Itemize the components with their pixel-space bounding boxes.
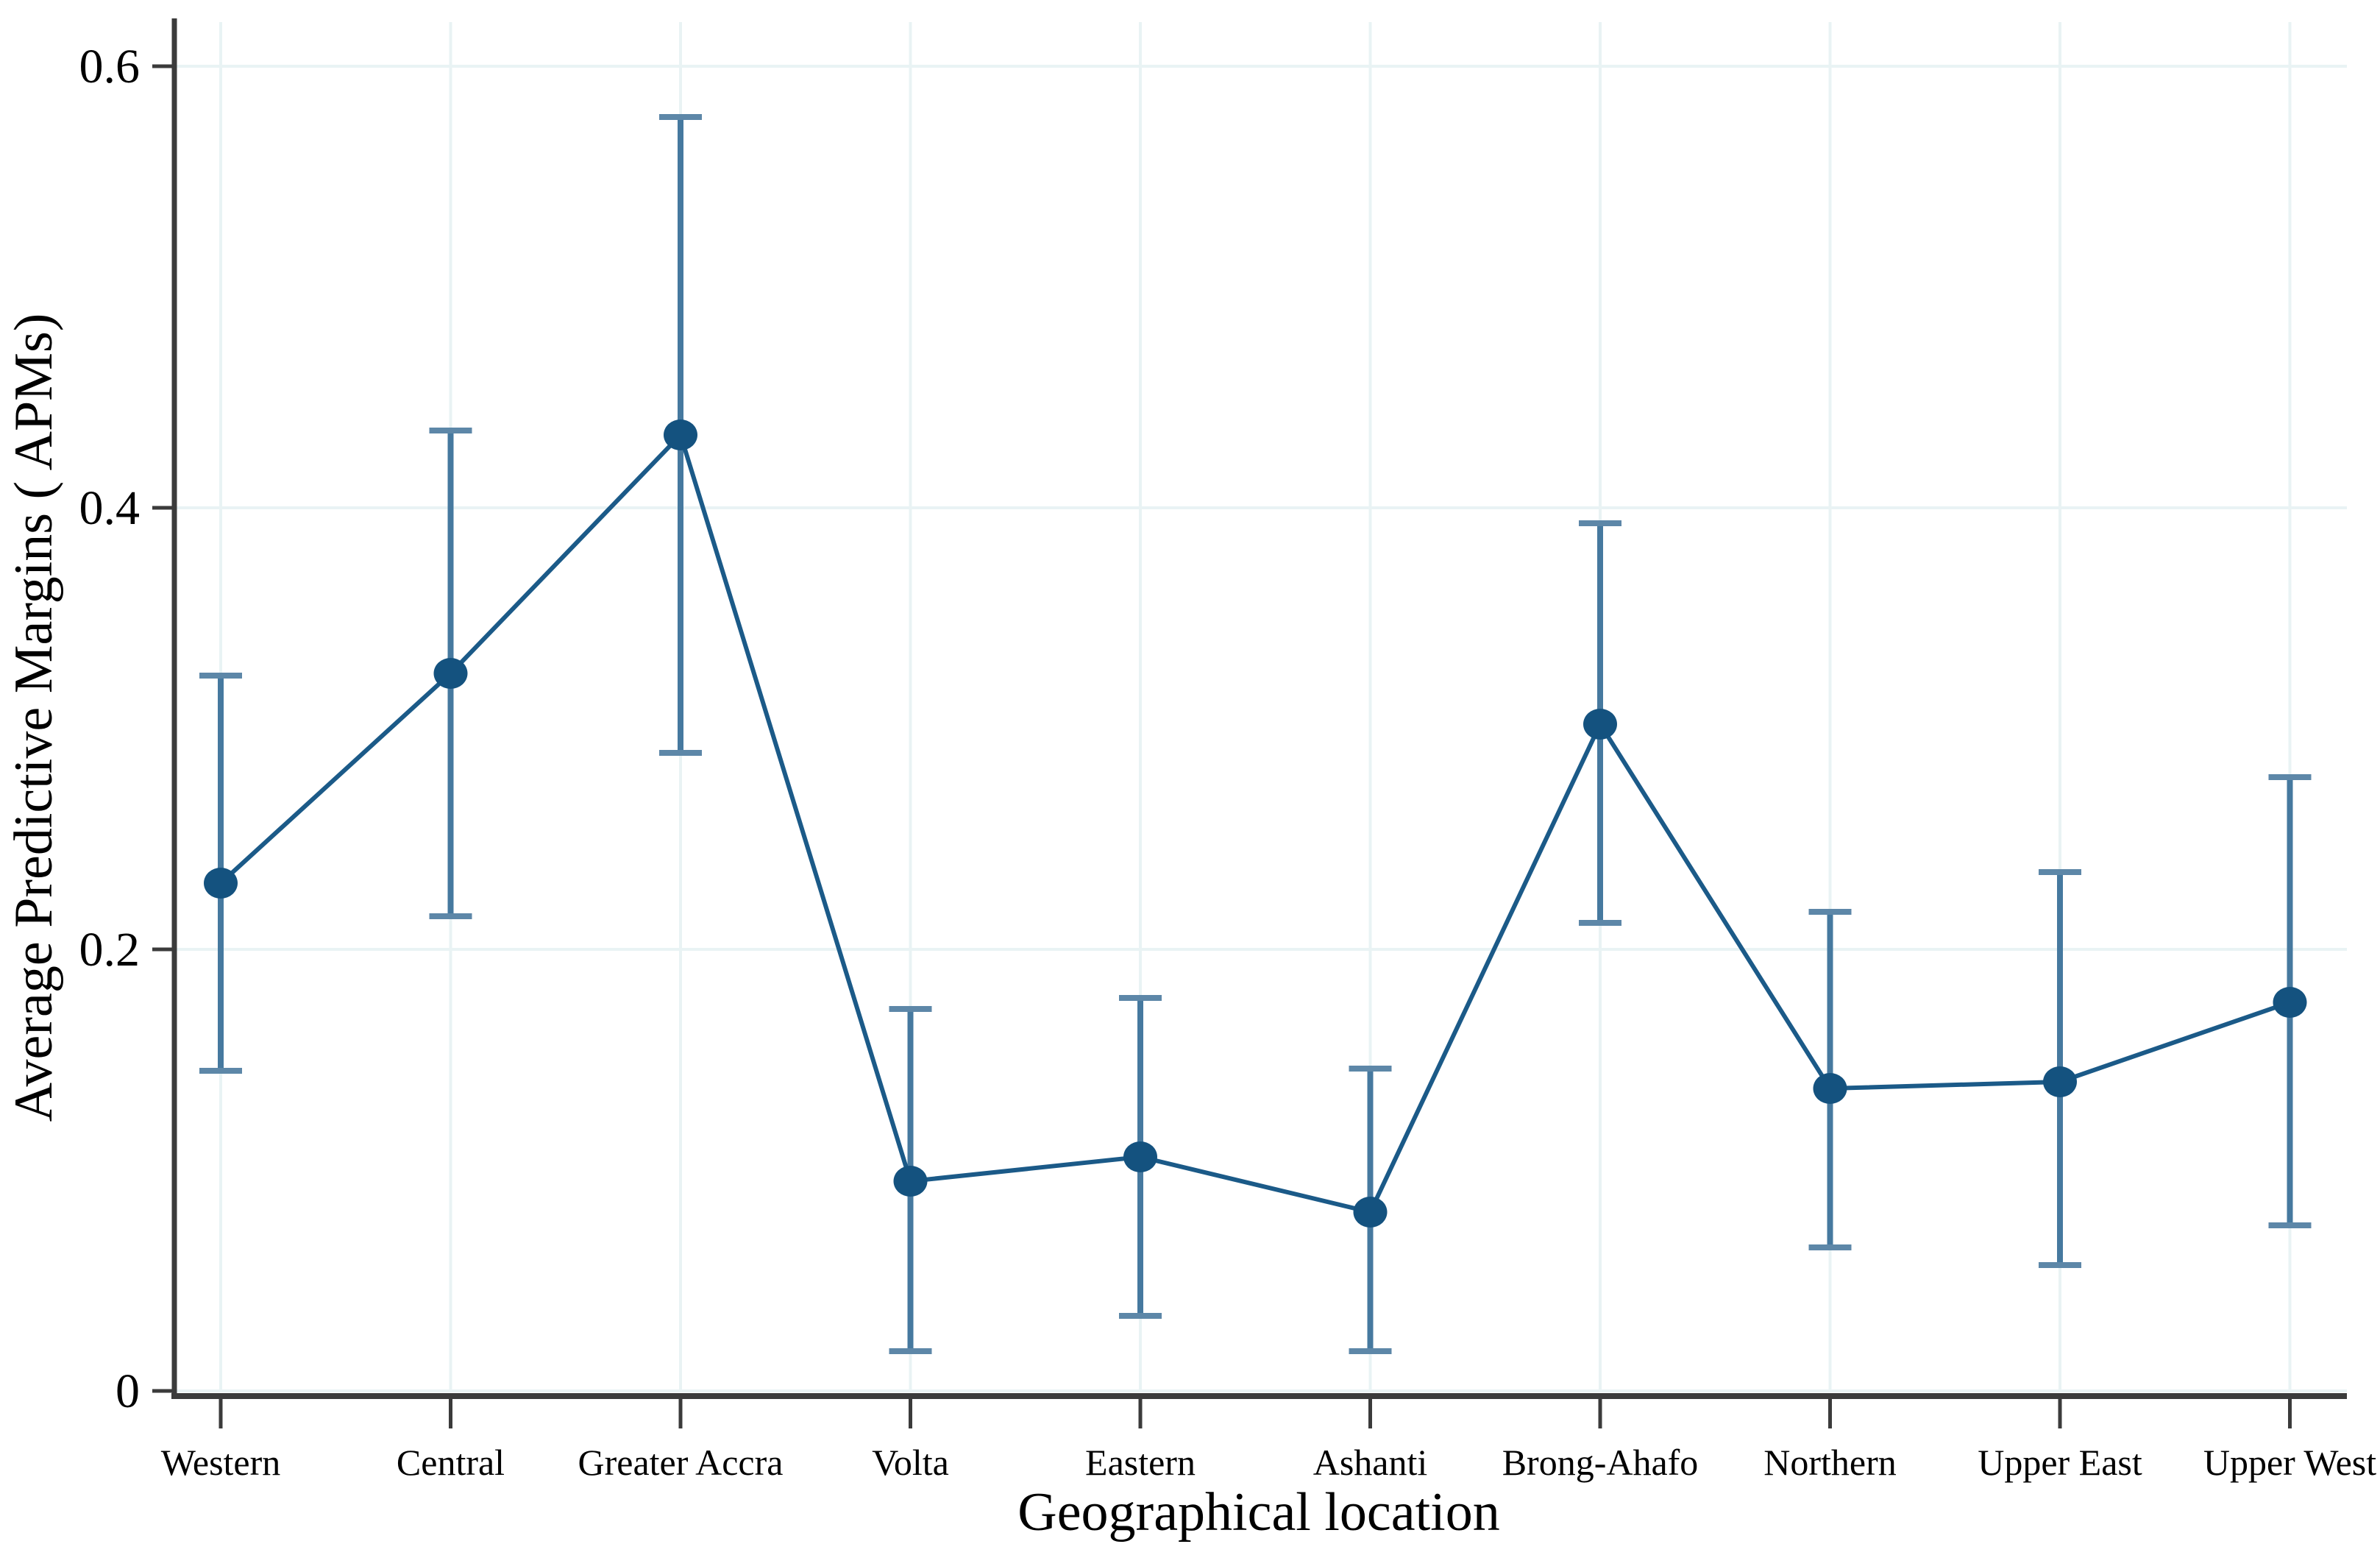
tick-label-layer: 0 0.2 0.4 0.6 Western Central Greater Accra Vol… [79, 40, 2377, 1483]
data-point-marker [893, 1166, 928, 1197]
data-point-marker [1123, 1141, 1157, 1172]
x-tick-label: Ashanti [1313, 1442, 1428, 1483]
data-point-marker [204, 868, 238, 899]
data-point-marker [2043, 1066, 2077, 1097]
x-tick-label: Eastern [1085, 1442, 1196, 1483]
data-point-marker [1583, 709, 1617, 740]
grid-layer [174, 22, 2347, 1392]
x-tick-label: Upper West [2203, 1442, 2376, 1483]
data-point-marker [1353, 1197, 1388, 1228]
x-tick-label: Northern [1763, 1442, 1897, 1483]
y-tick-label: 0.4 [79, 481, 141, 535]
series-line [219, 431, 2291, 1215]
data-point-marker [664, 419, 697, 450]
x-tick-label: Volta [872, 1442, 949, 1483]
y-axis-title: Average Predictive Margins ( APMs) [4, 314, 64, 1122]
y-tick-label: 0.6 [79, 40, 141, 93]
series-layer [204, 419, 2307, 1228]
x-tick-label: Central [397, 1442, 505, 1483]
x-tick-label: Greater Accra [578, 1442, 784, 1483]
data-point-marker [433, 658, 468, 689]
y-tick-label: 0 [116, 1364, 140, 1418]
x-tick-label: Brong-Ahafo [1502, 1442, 1699, 1483]
x-tick-label: Western [161, 1442, 281, 1483]
data-point-marker [2273, 987, 2307, 1018]
data-point-marker [1813, 1073, 1847, 1104]
x-axis-title: Geographical location [1017, 1482, 1499, 1543]
x-tick-label: Upper East [1978, 1442, 2142, 1483]
error-bar-layer [199, 114, 2312, 1354]
y-tick-label: 0.2 [79, 923, 141, 977]
axis-layer [152, 18, 2347, 1428]
